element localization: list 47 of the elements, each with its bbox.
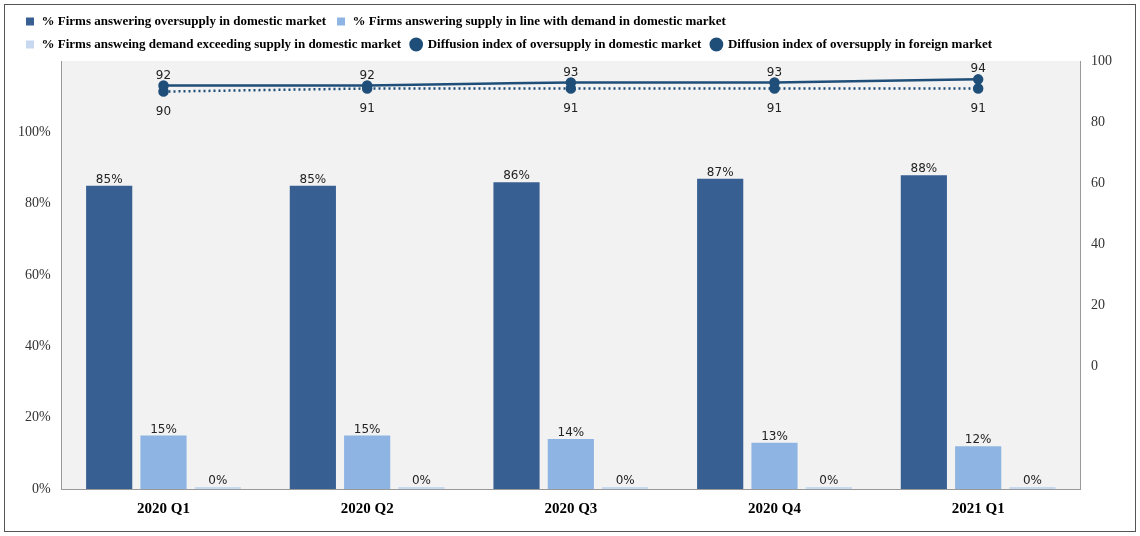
x-tick-label: 2020 Q4 [748,499,802,516]
y2-tick-label: 60 [1091,174,1105,190]
y-tick-label: 20% [24,409,51,425]
x-tick-label: 2021 Q1 [951,499,1005,516]
data-label: 91 [970,100,986,115]
data-label: 91 [359,100,375,115]
y-tick-label: 100% [17,124,51,140]
data-label: 88% [910,161,938,176]
x-tick-label: 2020 Q2 [340,499,394,516]
data-label: 93 [766,64,783,79]
legend-label: % Firms answering oversupply in domestic market [41,12,327,28]
y2-tick-label: 0 [1091,358,1098,374]
y2-tick-label: 80 [1091,113,1105,129]
data-label: 90 [155,103,172,118]
data-label: 15% [150,421,177,436]
data-label: 86% [503,168,530,183]
y-tick-label: 0% [31,480,51,496]
legend-label: Diffusion index of oversupply in domestic market [427,35,703,51]
data-label: 85% [95,171,123,186]
y-tick-label: 60% [24,266,51,282]
data-label: 94 [970,61,986,76]
x-tick-label: 2020 Q1 [137,499,190,516]
data-label: 85% [299,171,327,186]
data-label: 0% [819,473,839,488]
data-label: 92 [155,67,172,82]
y2-tick-label: 100 [1091,52,1112,68]
data-label: 0% [1022,473,1042,488]
x-tick-label: 2020 Q3 [544,499,598,516]
y2-tick-label: 20 [1091,297,1105,313]
legend-label: Diffusion index of oversupply in foreign market [727,35,993,51]
data-label: 15% [353,421,381,436]
data-label: 91 [766,100,783,115]
legend-label: % Firms answering supply in line with demand in domestic market [352,12,727,28]
y-tick-label: 40% [24,338,51,354]
y-tick-label: 80% [24,195,51,211]
data-label: 14% [557,425,585,440]
data-label: 91 [563,100,579,115]
data-label: 93 [563,64,579,79]
data-label: 13% [761,428,788,443]
data-label: 0% [615,473,635,488]
data-label: 12% [964,432,992,447]
legend-label: % Firms answeing demand exceeding supply in domestic market [41,35,402,51]
data-label: 0% [411,473,431,488]
data-label: 92 [359,67,375,82]
data-label: 87% [706,164,734,179]
y2-tick-label: 40 [1091,236,1105,252]
data-label: 0% [208,473,228,488]
